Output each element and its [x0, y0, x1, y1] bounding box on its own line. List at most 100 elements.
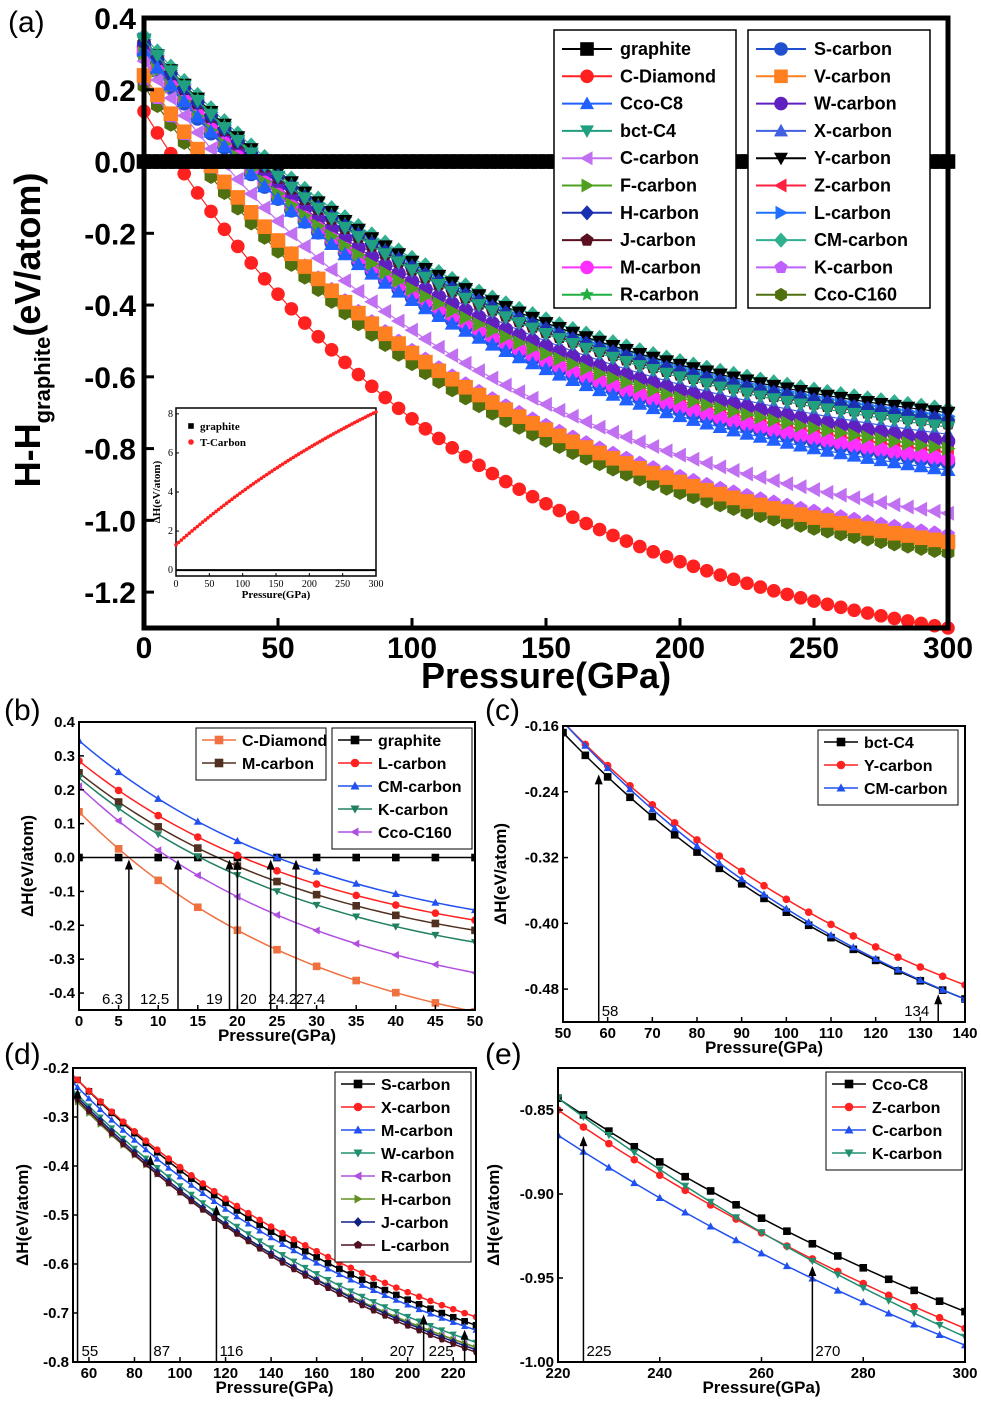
data-point [246, 485, 250, 490]
data-point [779, 435, 795, 449]
data-point [645, 400, 661, 415]
legend-marker [774, 260, 788, 274]
data-point [833, 600, 848, 615]
data-point [131, 1151, 138, 1158]
data-point [328, 433, 333, 438]
data-point [119, 1140, 127, 1147]
data-point [313, 1271, 321, 1278]
data-point [511, 409, 527, 424]
data-point [404, 264, 420, 278]
x-tick-label: 260 [749, 1365, 774, 1382]
data-point [193, 817, 202, 825]
data-point [579, 516, 594, 531]
data-point [592, 382, 608, 397]
data-point [821, 422, 836, 439]
data-point [645, 363, 661, 378]
data-point [681, 1182, 690, 1191]
data-point [525, 415, 540, 431]
series-k-carbon [79, 774, 475, 947]
data-point [243, 487, 248, 492]
data-point [344, 424, 349, 429]
data-point [459, 310, 474, 326]
legend-marker [774, 42, 788, 56]
data-point [916, 963, 925, 971]
legend-label: W-carbon [381, 1146, 454, 1163]
data-point [471, 299, 487, 313]
data-point [338, 355, 352, 370]
data-point [233, 1212, 241, 1220]
data-point [432, 296, 447, 312]
x-tick-label: 20 [229, 1013, 246, 1030]
x-axis-label: Pressure(GPa) [218, 1026, 336, 1045]
legend-label: Z-carbon [814, 176, 891, 196]
data-point [793, 398, 809, 413]
data-point [732, 1235, 741, 1244]
data-point [311, 329, 326, 344]
data-point [334, 430, 338, 435]
data-point [935, 1330, 944, 1338]
inset-y-tick-label: 0 [168, 565, 173, 576]
data-point [426, 1323, 435, 1330]
data-point [206, 515, 210, 520]
data-point [337, 222, 353, 236]
data-point [461, 1309, 468, 1317]
data-point [391, 284, 407, 298]
data-point [633, 378, 648, 394]
data-point [294, 453, 298, 458]
data-point [780, 587, 795, 602]
data-point [154, 846, 162, 855]
data-point [659, 367, 675, 382]
annotation-arrow: 116 [212, 1205, 243, 1362]
data-point [296, 452, 301, 456]
data-point [485, 466, 500, 481]
data-point [231, 239, 245, 254]
data-point [391, 401, 406, 416]
legend-marker [580, 233, 594, 246]
data-point [251, 481, 256, 486]
data-point [257, 219, 272, 234]
data-point [313, 1259, 321, 1266]
data-point [605, 387, 621, 401]
data-point [273, 877, 281, 886]
data-point [511, 349, 527, 364]
legend: S-carbon X-carbon M-carbon W-carbon R-carbon… [334, 1071, 472, 1263]
data-point [288, 457, 293, 461]
x-tick-label: 60 [81, 1365, 98, 1382]
data-point [154, 876, 162, 885]
data-point [686, 478, 701, 494]
data-point [278, 464, 282, 468]
data-point [525, 489, 540, 504]
data-point [352, 853, 361, 862]
legend-label: H-carbon [620, 203, 699, 223]
data-point [563, 728, 567, 737]
data-point [240, 489, 245, 494]
data-point [659, 404, 675, 419]
data-point [848, 427, 862, 443]
data-point [565, 510, 580, 524]
legend-marker [350, 735, 360, 745]
data-point [221, 1205, 230, 1212]
data-point [808, 1239, 817, 1248]
data-point [227, 499, 232, 504]
data-point [214, 509, 218, 514]
data-point [438, 1336, 446, 1343]
data-point [766, 584, 781, 598]
data-point [603, 763, 612, 772]
data-point [849, 932, 858, 940]
data-point [781, 415, 795, 431]
legend-label: CM-carbon [814, 230, 908, 250]
data-point [672, 371, 688, 385]
annotation-arrow: 270 [808, 1266, 840, 1362]
data-point [248, 483, 253, 488]
data-point [431, 363, 447, 379]
data-point [706, 1222, 715, 1230]
data-point [310, 250, 325, 266]
data-point [230, 190, 246, 205]
data-point [512, 482, 527, 497]
legend-label: J-carbon [620, 230, 696, 250]
data-point [553, 351, 568, 367]
data-point [244, 256, 258, 270]
annotation-label: 27.4 [296, 991, 325, 1008]
data-point [712, 459, 727, 475]
annotation-arrow: 12.5 [140, 859, 182, 1010]
